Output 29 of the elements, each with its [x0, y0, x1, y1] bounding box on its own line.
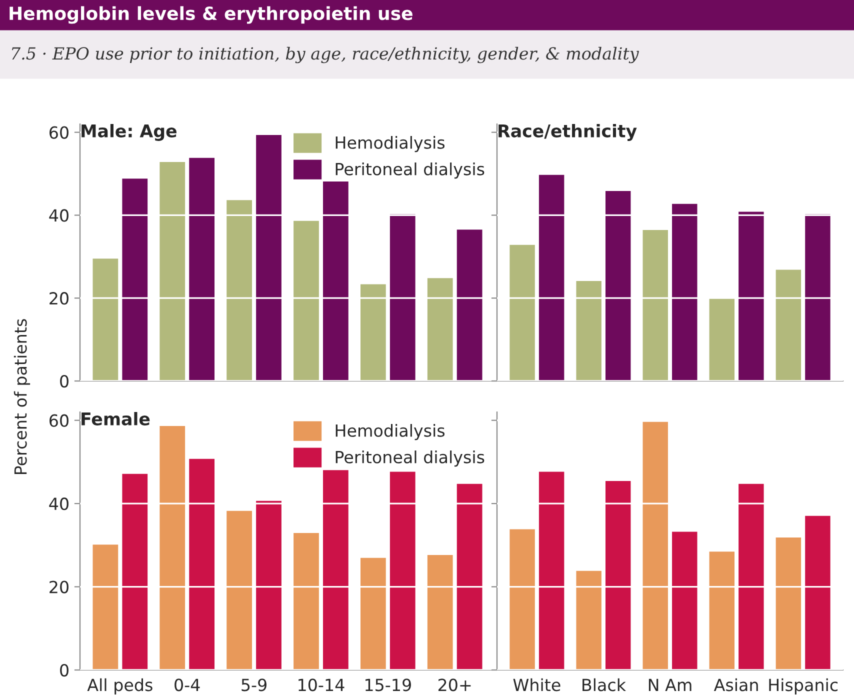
y-tick-label: 40: [49, 498, 68, 510]
x-tick-label: 0-4: [174, 678, 200, 692]
x-tick-label: 10-14: [298, 678, 344, 692]
x-tick-label: Asian: [714, 678, 758, 692]
x-tick-label: White: [513, 678, 560, 692]
x-tick-label: N Am: [648, 678, 692, 691]
x-tick-label: Hispanic: [769, 678, 838, 694]
y-tick-label: 0: [60, 664, 68, 677]
text: 7.5 · EPO use prior to initiation, by age, race/ethnicity, gender, & modality: [12, 46, 639, 64]
text: Hemoglobin levels & erythropoietin use: [10, 6, 412, 24]
y-tick-label: 20: [50, 292, 68, 305]
legend-label: Hemodialysis: [336, 424, 445, 440]
legend-label: Peritoneal dialysis: [336, 450, 484, 467]
x-tick-label: All peds: [87, 678, 152, 694]
chart-title: Female: [82, 412, 150, 426]
x-tick-label: 20+: [438, 678, 471, 692]
y-tick-label: 40: [49, 209, 68, 222]
chart-title: Race/ethnicity: [498, 124, 637, 141]
legend-label: Peritoneal dialysis: [336, 162, 484, 179]
y-tick-label: 20: [50, 580, 68, 594]
y-axis-title: Percent of patients: [14, 319, 30, 474]
x-tick-label: 15-19: [366, 678, 411, 692]
chart-title: Male: Age: [82, 124, 177, 141]
x-tick-label: 5-9: [242, 678, 266, 692]
y-tick-label: 0: [60, 374, 68, 388]
y-tick-label: 60: [50, 414, 68, 427]
legend-label: Hemodialysis: [336, 136, 445, 152]
x-tick-label: Black: [582, 678, 626, 692]
y-tick-label: 60: [50, 126, 68, 139]
